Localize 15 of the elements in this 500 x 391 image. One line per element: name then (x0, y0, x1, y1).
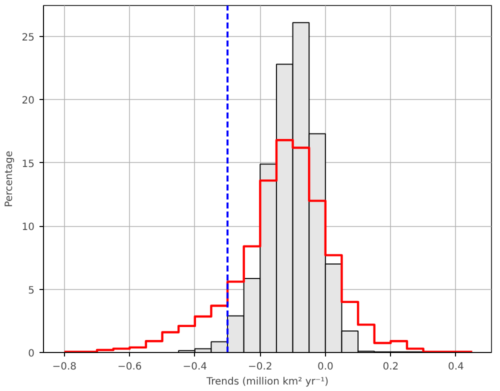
x-tick-label: −0.6 (118, 362, 142, 372)
y-tick-label: 10 (22, 222, 35, 234)
x-axis-title: Trends (million km² yr⁻¹) (205, 376, 329, 388)
y-tick-label: 5 (28, 285, 35, 296)
x-tick-label: 0.4 (448, 362, 464, 372)
y-tick-label: 15 (22, 158, 35, 170)
y-axis-title: Percentage (4, 150, 15, 208)
y-tick-label: 25 (22, 32, 35, 44)
y-tick-label: 20 (22, 96, 35, 107)
x-tick-label: −0.2 (248, 362, 272, 372)
x-tick-label: −0.4 (182, 362, 208, 372)
x-tick-label: −0.8 (52, 362, 77, 372)
x-tick-label: 0.0 (317, 362, 334, 372)
x-tick-label: 0.2 (382, 362, 399, 372)
y-tick-label: 0 (28, 348, 35, 360)
